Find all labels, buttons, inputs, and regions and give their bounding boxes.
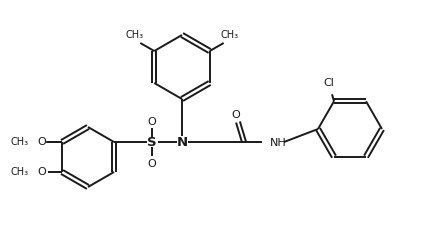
Text: CH₃: CH₃ [11, 166, 29, 176]
Text: CH₃: CH₃ [220, 30, 239, 40]
Text: S: S [147, 136, 157, 149]
Text: O: O [232, 109, 240, 119]
Text: NH: NH [270, 137, 287, 147]
Text: O: O [37, 137, 46, 146]
Text: CH₃: CH₃ [125, 30, 143, 40]
Text: O: O [37, 166, 46, 176]
Text: Cl: Cl [324, 78, 335, 88]
Text: O: O [148, 158, 156, 168]
Text: O: O [148, 116, 156, 126]
Text: CH₃: CH₃ [11, 137, 29, 146]
Text: N: N [176, 136, 187, 149]
